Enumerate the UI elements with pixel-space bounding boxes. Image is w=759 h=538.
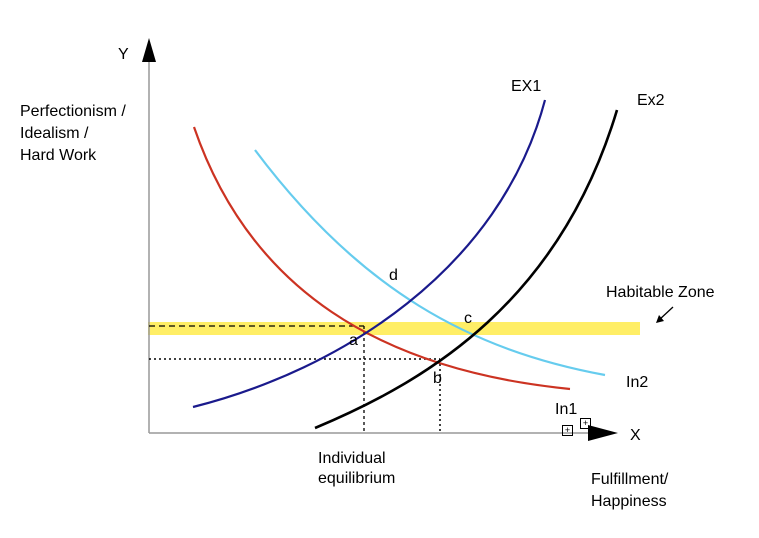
ex2-label: Ex2 xyxy=(637,92,665,109)
in2-label: In2 xyxy=(626,374,649,391)
habitable-zone-arrowhead xyxy=(656,315,664,323)
x-axis-label-line: Happiness xyxy=(591,493,667,510)
y-axis-arrow xyxy=(142,38,156,62)
ex1-label: EX1 xyxy=(511,78,542,95)
x-axis-label-line: Fulfillment/ xyxy=(591,471,669,488)
in2-curve xyxy=(254,149,606,377)
equilibrium-label-line: equilibrium xyxy=(318,470,396,487)
habitable-zone-label: Habitable Zone xyxy=(606,284,715,301)
ex2-curve xyxy=(314,109,619,430)
x-axis-label: Fulfillment/ Happiness xyxy=(591,469,668,513)
point-a-label: a xyxy=(349,332,358,349)
ex1-curve xyxy=(192,99,547,409)
in1-curve xyxy=(192,126,571,391)
in1-label: In1 xyxy=(555,401,578,418)
habitable-zone-band xyxy=(148,322,640,335)
equilibrium-label-line: Individual xyxy=(318,450,386,467)
point-b-label: b xyxy=(433,370,442,387)
plus-box-icon: + xyxy=(580,418,591,429)
x-axis-arrow xyxy=(588,425,618,441)
individual-equilibrium-label: Individual equilibrium xyxy=(318,449,395,489)
y-axis-label-line: Perfectionism / xyxy=(20,103,126,120)
y-axis-symbol: Y xyxy=(118,46,129,63)
y-axis-label: Perfectionism / Idealism / Hard Work xyxy=(20,101,126,167)
point-c-label: c xyxy=(464,310,472,327)
x-axis-symbol: X xyxy=(630,427,641,444)
y-axis-label-line: Hard Work xyxy=(20,147,97,164)
plus-box-icon: + xyxy=(562,425,573,436)
point-d-label: d xyxy=(389,267,398,284)
y-axis-label-line: Idealism / xyxy=(20,125,89,142)
